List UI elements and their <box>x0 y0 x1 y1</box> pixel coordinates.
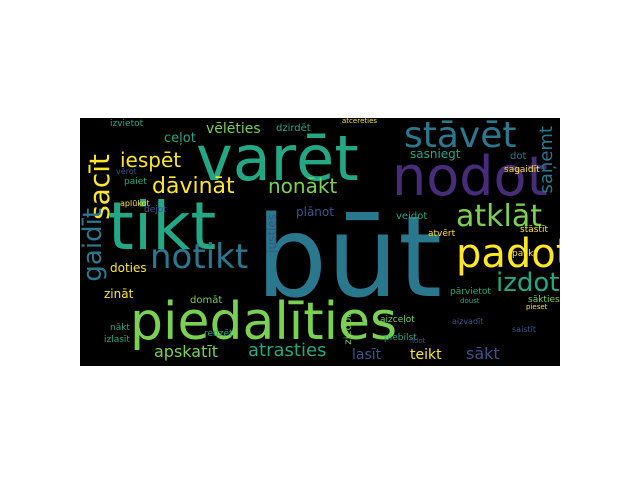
word-atvert: atvērt <box>428 229 456 239</box>
word-planot: plānot <box>296 205 334 219</box>
word-aizvadit: aizvadīt <box>452 317 484 326</box>
word-iespet: iespēt <box>120 148 182 172</box>
word-saistit: saistīt <box>512 325 536 334</box>
word-palikt: palikt <box>512 249 537 259</box>
word-atklat: atklāt <box>456 199 543 234</box>
word-verot: vērot <box>116 167 137 176</box>
word-pieset: pieset <box>526 303 548 311</box>
word-notikt: notikt <box>150 237 249 277</box>
word-atceres: atcerēties <box>342 118 378 125</box>
word-aizcejot: aizceļot <box>380 315 415 325</box>
word-izvietot: izvietot <box>110 119 144 129</box>
word-sanemt: saņemt <box>536 126 557 194</box>
word-varet: varēt <box>196 122 359 195</box>
word-cloud: būt varēt tikt nodot piedalīties padot s… <box>80 118 560 366</box>
word-justies: justies <box>265 214 279 253</box>
word-nonakt: nonākt <box>268 174 338 198</box>
word-nodot: nodot <box>392 145 548 208</box>
word-gaidit: gaidīt <box>80 208 108 282</box>
word-padot: padot <box>456 231 560 277</box>
word-ziedot: ziedot <box>343 314 354 345</box>
word-domat: domāt <box>190 295 223 306</box>
word-redzet: redzēt <box>204 329 233 339</box>
word-nakt: nākt <box>110 323 130 333</box>
word-dejot: dejot <box>144 205 167 215</box>
word-sakt: sākt <box>466 344 500 363</box>
word-lasit: lasīt <box>352 347 382 363</box>
word-paiet: paiet <box>124 177 147 187</box>
word-izlasit: izlasīt <box>104 335 130 345</box>
word-izdot: izdot <box>496 268 560 298</box>
word-sasniegt: sasniegt <box>410 147 461 161</box>
word-apskatit: apskatīt <box>154 342 219 361</box>
word-but: būt <box>256 193 442 323</box>
word-lidot: lidot <box>410 337 426 345</box>
word-veleties: vēlēties <box>206 121 261 137</box>
word-sagaidit: sagaidīt <box>504 165 540 175</box>
word-stastit: stāstīt <box>520 225 548 235</box>
word-dzirdet: dzirdēt <box>276 123 311 134</box>
word-parvietot: pārvietot <box>450 287 491 297</box>
word-doust: doust <box>460 297 480 305</box>
word-aplukot: aplūkot <box>120 199 150 208</box>
word-atrasties: atrasties <box>248 340 327 361</box>
word-piedalities: piedalīties <box>130 292 398 352</box>
word-celot: ceļot <box>164 131 196 146</box>
word-dot: dot <box>510 151 527 162</box>
word-saktes: sākties <box>528 295 560 305</box>
word-stavet: stāvēt <box>404 118 517 156</box>
word-tikt: tikt <box>108 188 217 265</box>
word-zinat: zināt <box>104 287 134 301</box>
word-teikt: teikt <box>410 347 442 363</box>
word-davinat: dāvināt <box>152 174 235 199</box>
word-piebilst: piebilst <box>384 333 417 343</box>
word-veidot: veidot <box>396 211 428 222</box>
word-doties: doties <box>110 261 147 275</box>
